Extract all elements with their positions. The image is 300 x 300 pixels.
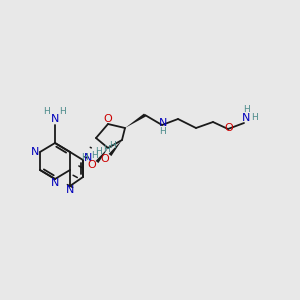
- Text: O: O: [103, 114, 112, 124]
- Text: H: H: [109, 140, 116, 149]
- Text: H: H: [94, 146, 101, 155]
- Text: N: N: [51, 114, 59, 124]
- Text: O: O: [88, 160, 96, 170]
- Text: H: H: [82, 152, 88, 161]
- Text: H: H: [103, 145, 110, 154]
- Text: H: H: [44, 106, 50, 116]
- Text: H: H: [160, 128, 167, 136]
- Text: O: O: [225, 123, 233, 133]
- Text: N: N: [51, 178, 59, 188]
- Text: N: N: [31, 147, 39, 157]
- Polygon shape: [125, 113, 146, 128]
- Text: H: H: [250, 113, 257, 122]
- Text: H: H: [92, 151, 98, 160]
- Text: H: H: [244, 104, 250, 113]
- Text: N: N: [84, 153, 92, 163]
- Text: N: N: [242, 113, 250, 123]
- Text: N: N: [66, 185, 74, 195]
- Text: N: N: [159, 118, 167, 128]
- Text: O: O: [100, 154, 109, 164]
- Text: H: H: [60, 106, 66, 116]
- Polygon shape: [109, 140, 122, 156]
- Polygon shape: [96, 148, 108, 163]
